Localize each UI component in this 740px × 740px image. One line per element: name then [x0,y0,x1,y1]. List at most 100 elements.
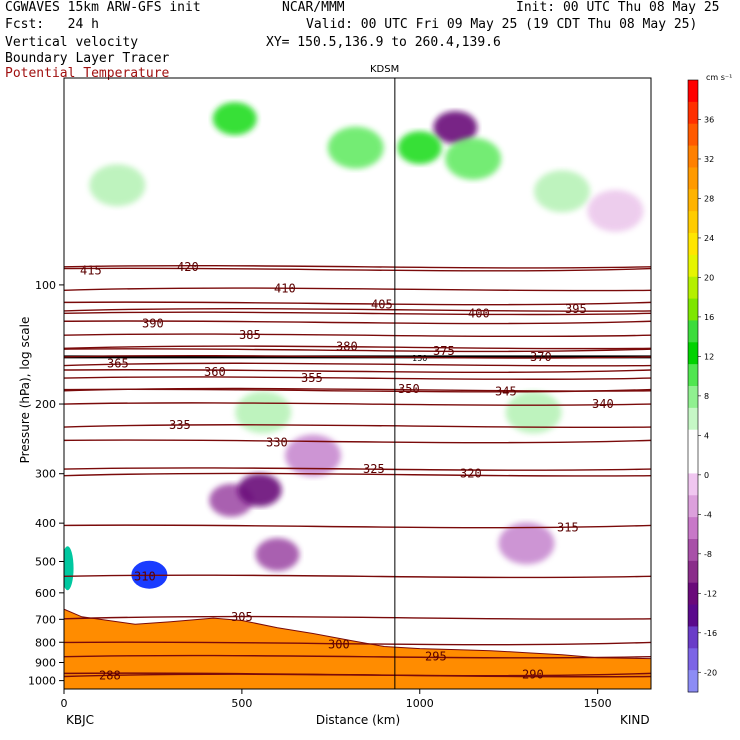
colorbar-swatch [688,539,698,562]
theta-label: 325 [363,462,385,476]
tropopause-label: 150 [412,354,427,363]
w-feature [237,473,282,507]
field-theta: Potential Temperature [5,66,170,81]
theta-label: 390 [142,316,164,330]
colorbar-swatch [688,298,698,321]
colorbar-swatch [688,407,698,431]
theta-label: 330 [266,435,288,449]
model-title: CGWAVES 15km ARW-GFS init [5,0,201,15]
colorbar-tick-label: 16 [704,313,714,322]
x-tick-label: 1500 [584,697,612,710]
theta-label: 360 [204,365,226,379]
terrain [64,546,651,689]
colorbar-tick-label: 0 [704,471,709,480]
colorbar-tick-label: 8 [704,392,709,401]
theta-label: 385 [239,328,261,342]
colorbar-swatch [688,364,698,387]
theta-contour [64,267,651,272]
colorbar: 36 32 28 24 20 16 12 8 4 0 -4 -8 -12 -16 -20 [687,79,717,693]
institution: NCAR/MMM [282,0,345,15]
colorbar-tick-label: 24 [704,234,714,243]
y-tick-label: 600 [35,587,56,600]
colorbar-swatch [688,320,698,343]
y-tick-label: 200 [35,398,56,411]
xy-cross-section: XY= 150.5,136.9 to 260.4,139.6 [266,35,501,50]
theta-contour [64,345,651,350]
colorbar-swatch [688,626,698,649]
w-feature [534,170,591,213]
theta-contour [64,355,651,359]
theta-contour [64,376,651,380]
w-feature [235,391,292,434]
theta-label: 420 [177,260,199,274]
y-tick-label: 900 [35,657,56,670]
w-feature [445,137,502,180]
colorbar-frame [687,79,699,693]
theta-contour [64,264,651,269]
theta-contour [64,467,651,471]
w-feature [285,434,342,477]
colorbar-swatch [688,167,698,190]
colorbar-swatch [688,495,698,518]
colorbar-swatch [688,189,698,212]
station-right-label: KIND [620,713,650,727]
colorbar-tick-label: 12 [704,352,714,361]
theta-contour [64,641,651,646]
y-tick-label: 500 [35,555,56,568]
terrain-fill [64,608,651,689]
colorbar-swatch [688,233,698,256]
colorbar-swatch [688,342,698,365]
colorbar-swatch [688,80,698,103]
w-feature [89,164,146,207]
theta-label: 295 [425,650,447,664]
vertical-velocity-field [89,102,644,571]
colorbar-swatch [688,211,698,234]
theta-label: 315 [557,520,579,534]
colorbar-swatch [688,386,698,409]
theta-contour [64,672,651,677]
y-tick-label: 100 [35,279,56,292]
init-time: Init: 00 UTC Thu 08 May 25 [516,0,720,15]
theta-contour [64,301,651,306]
colorbar-swatch [688,145,698,168]
theta-contour [64,654,651,659]
axes: 0 500 1000 1500 100 200 300 400 500 600 700 800 900 1… [28,279,612,710]
theta-contour [64,615,651,620]
w-feature [498,522,555,565]
colorbar-tick-label: 32 [704,155,714,164]
theta-label: 380 [336,339,358,353]
x-tick-label: 1000 [406,697,434,710]
theta-label: 288 [99,668,121,682]
colorbar-swatch [688,517,698,540]
theta-contour [64,311,651,316]
theta-contour [64,439,651,444]
w-feature [397,131,442,165]
y-tick-label: 300 [35,468,56,481]
colorbar-tick-label: 20 [704,273,714,282]
theta-contour [64,472,651,477]
forecast-hour: Fcst: 24 h [5,17,99,32]
theta-label: 345 [495,385,517,399]
colorbar-tick-label: -12 [704,589,717,598]
theta-label: 290 [522,667,544,681]
w-feature [255,537,300,571]
plot-frame [63,77,652,690]
colorbar-swatch [688,451,698,474]
x-tick-label: 500 [231,697,252,710]
colorbar-tick-label: -4 [704,510,712,519]
colorbar-tick-label: -20 [704,668,717,677]
theta-contour [64,320,651,325]
theta-label: 370 [530,350,552,364]
theta-label: 355 [301,371,323,385]
w-feature [505,391,562,434]
y-tick-label: 800 [35,636,56,649]
theta-label: 335 [169,418,191,432]
theta-label: 375 [433,344,455,358]
colorbar-tick-label: 36 [704,115,714,124]
field-vertical-velocity: Vertical velocity [5,35,139,50]
theta-label: 310 [134,569,156,583]
theta-contour [64,348,651,353]
theta-contour [64,388,651,393]
